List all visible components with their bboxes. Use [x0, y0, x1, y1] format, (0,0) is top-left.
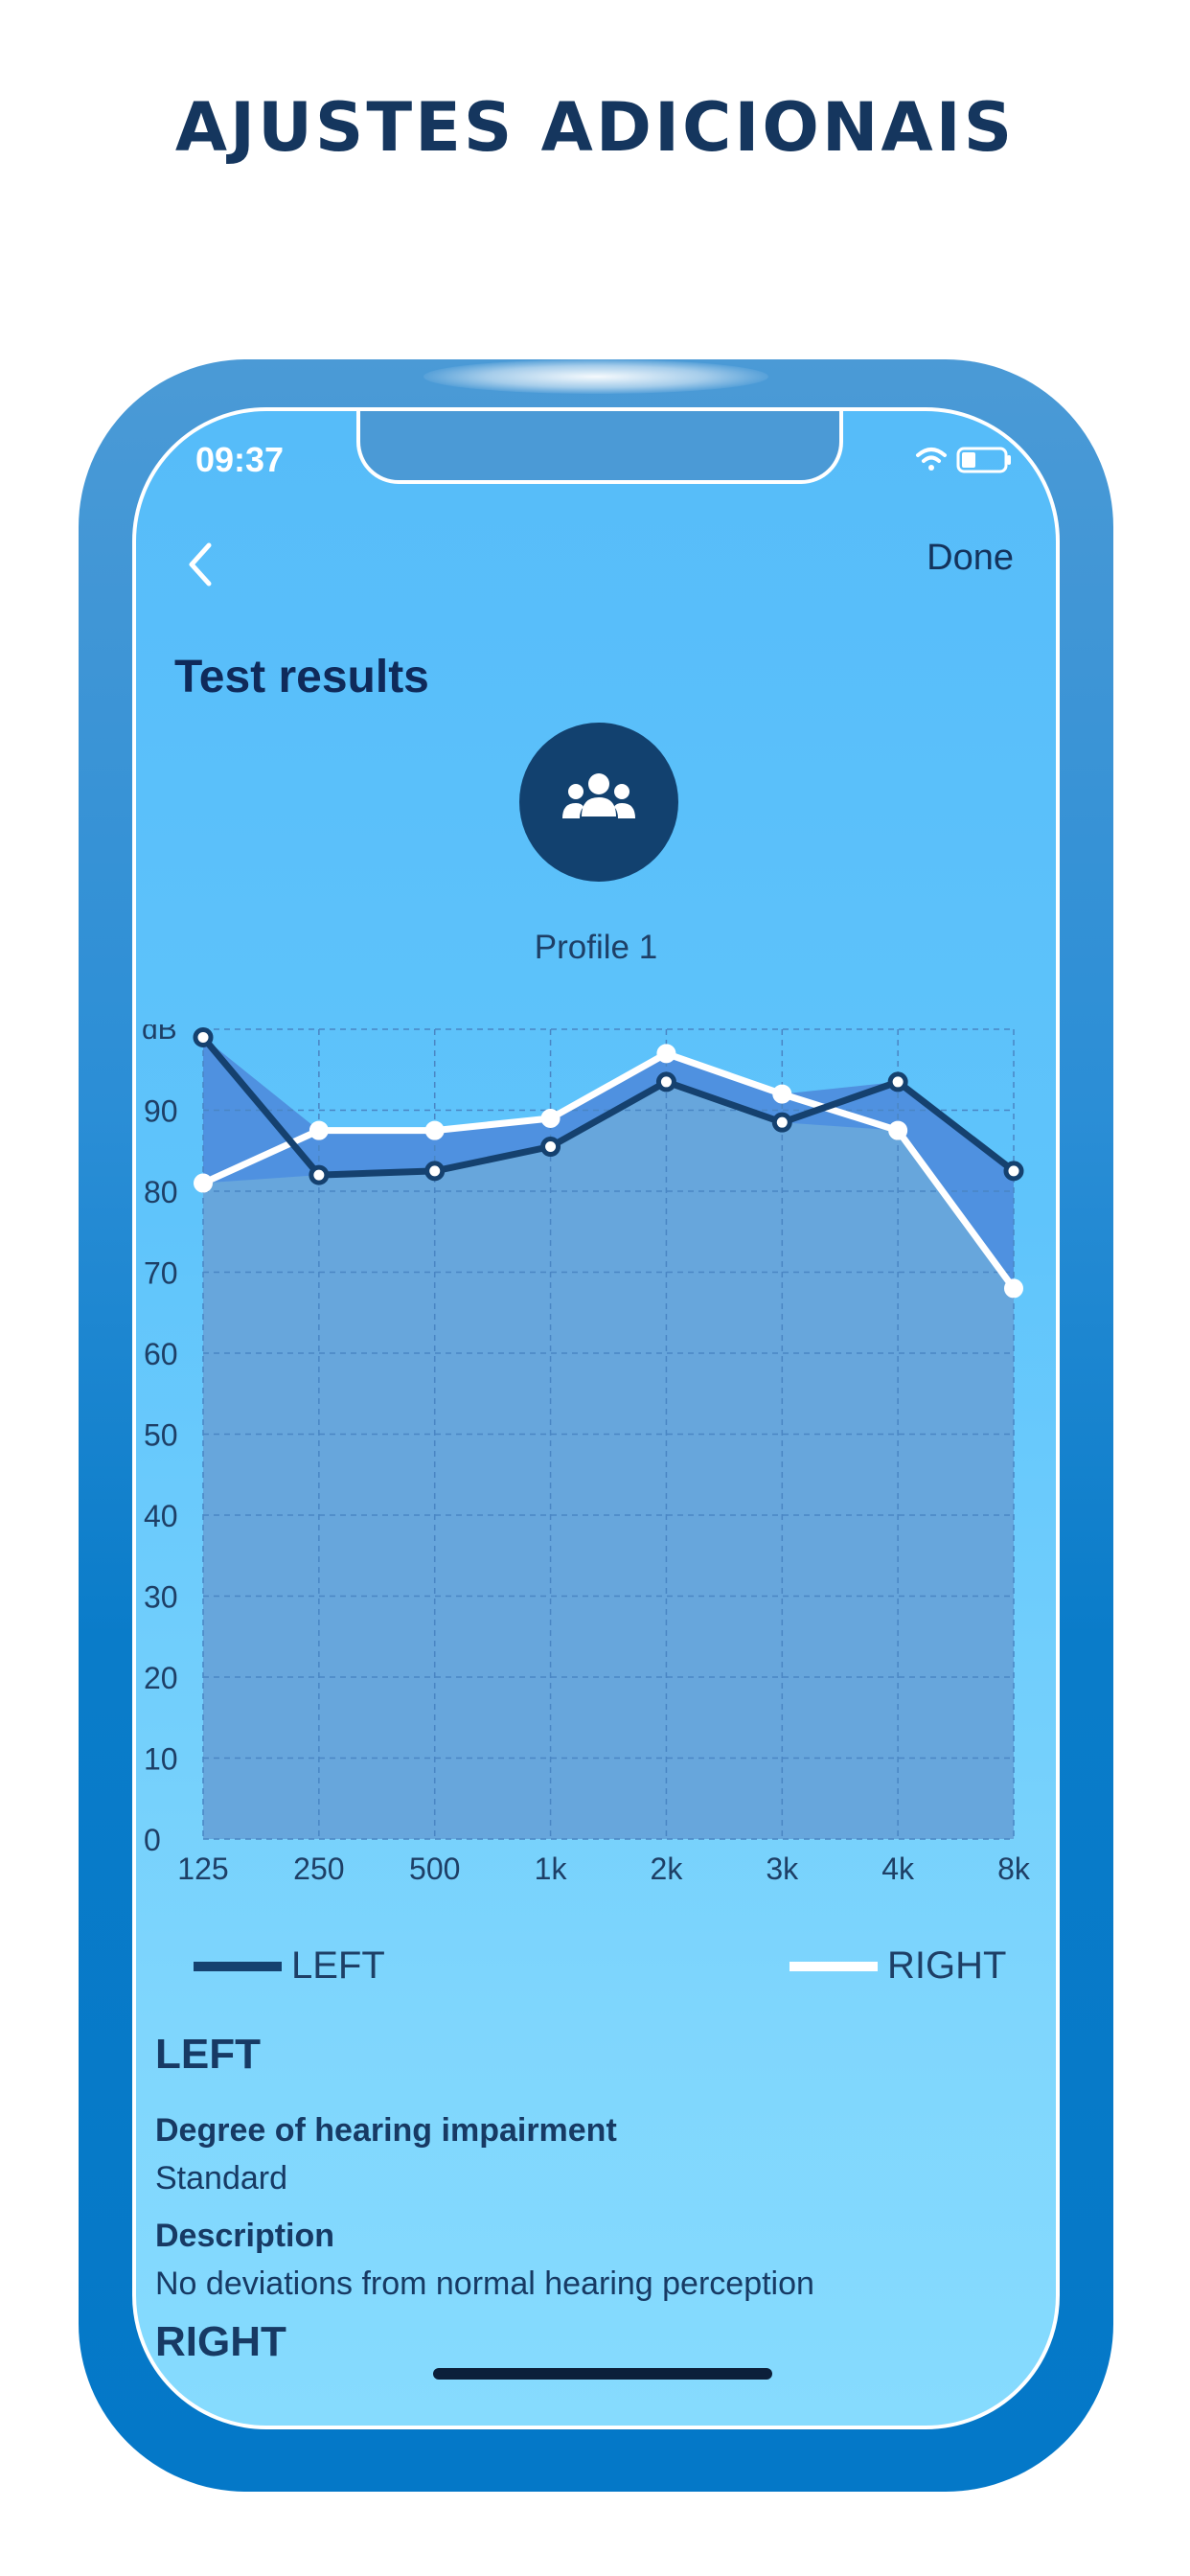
- x-tick-label: 250: [293, 1852, 344, 1886]
- chart-legend: LEFT RIGHT: [136, 1944, 1056, 2002]
- x-tick-label: 4k: [881, 1852, 915, 1886]
- x-tick-label: 1k: [535, 1852, 568, 1886]
- x-tick-label: 8k: [997, 1852, 1031, 1886]
- data-point-left: [424, 1161, 446, 1182]
- x-tick-label: 3k: [766, 1852, 799, 1886]
- x-tick-label: 2k: [651, 1852, 684, 1886]
- y-tick-label: 20: [144, 1661, 178, 1695]
- profile-avatar[interactable]: [519, 723, 678, 882]
- right-section-heading: RIGHT: [155, 2318, 286, 2365]
- data-point-right: [656, 1044, 676, 1064]
- y-tick-label: 0: [144, 1823, 161, 1857]
- legend-left-label: LEFT: [291, 1944, 385, 1987]
- status-icons: [908, 440, 1014, 478]
- degree-label: Degree of hearing impairment: [155, 2112, 617, 2149]
- description-label: Description: [155, 2218, 335, 2254]
- data-point-right: [194, 1173, 213, 1193]
- legend-left: LEFT: [194, 1944, 385, 1988]
- headline: AJUSTES ADICIONAIS: [174, 88, 1016, 167]
- y-tick-label: 80: [144, 1175, 178, 1209]
- y-tick-label: 50: [144, 1418, 178, 1453]
- x-tick-label: 125: [177, 1852, 228, 1886]
- data-point-right: [309, 1120, 329, 1140]
- y-axis-label: dB: [142, 1024, 177, 1046]
- data-point-left: [193, 1026, 214, 1047]
- data-point-right: [888, 1120, 908, 1140]
- legend-right-swatch: [790, 1961, 878, 1971]
- y-tick-label: 40: [144, 1499, 178, 1533]
- page-title: Test results: [174, 652, 429, 702]
- data-point-left: [655, 1071, 676, 1092]
- done-button[interactable]: Done: [927, 538, 1014, 578]
- home-indicator[interactable]: [433, 2368, 772, 2380]
- data-point-left: [1003, 1161, 1024, 1182]
- battery-icon: [956, 447, 1011, 473]
- left-section-heading: LEFT: [155, 2031, 261, 2078]
- data-point-left: [309, 1164, 330, 1185]
- users-icon: [562, 773, 635, 818]
- degree-value: Standard: [155, 2160, 287, 2196]
- y-tick-label: 30: [144, 1580, 178, 1615]
- y-tick-label: 90: [144, 1094, 178, 1129]
- chevron-left-icon: [189, 542, 212, 586]
- y-tick-label: 70: [144, 1256, 178, 1291]
- data-point-left: [771, 1112, 792, 1133]
- phone-mockup: 09:37 Done Test results: [79, 359, 1113, 2492]
- y-tick-label: 10: [144, 1742, 178, 1777]
- status-time: 09:37: [195, 440, 285, 479]
- data-point-left: [887, 1071, 908, 1092]
- description-value: No deviations from normal hearing percep…: [155, 2266, 814, 2302]
- data-point-right: [1004, 1278, 1023, 1299]
- app-screen: 09:37 Done Test results: [132, 407, 1060, 2429]
- profile-name: Profile 1: [534, 929, 658, 966]
- audiogram-chart: 0 10 20 30 40 50 60 70 80 90 dB 125 250 500 1k 2k 3k 4k 8k: [142, 1024, 1031, 1886]
- notch: [356, 411, 843, 484]
- legend-right: RIGHT: [790, 1944, 1006, 1988]
- data-point-right: [772, 1084, 792, 1104]
- back-button[interactable]: [174, 536, 232, 593]
- series-line-right: [201, 1049, 1017, 1291]
- wifi-icon: [916, 448, 947, 471]
- x-tick-label: 500: [409, 1852, 460, 1886]
- phone-glare: [423, 359, 768, 394]
- data-point-right: [540, 1108, 561, 1128]
- data-point-right: [424, 1120, 445, 1140]
- legend-left-swatch: [194, 1961, 282, 1971]
- data-point-left: [540, 1137, 561, 1158]
- area-lower: [203, 1081, 1014, 1839]
- series-line-left: [200, 1035, 1017, 1179]
- legend-right-label: RIGHT: [887, 1944, 1007, 1987]
- y-tick-label: 60: [144, 1337, 178, 1371]
